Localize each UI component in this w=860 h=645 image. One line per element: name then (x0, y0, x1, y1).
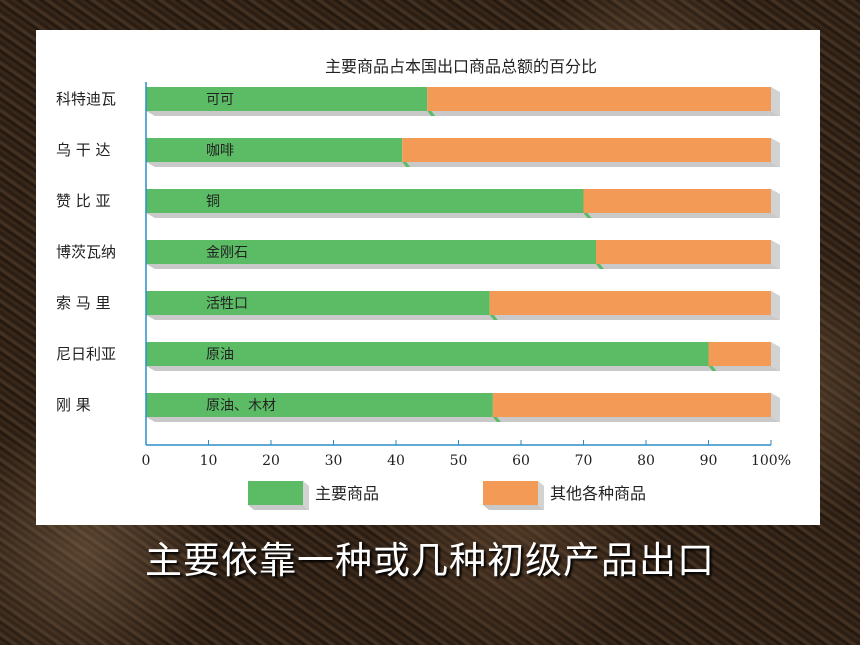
bar-other-segment (489, 291, 771, 315)
legend-swatch-shadow (538, 481, 544, 510)
category-label: 博茨瓦纳 (56, 243, 116, 261)
bar-shadow-side (771, 87, 780, 116)
bar-main-segment (146, 138, 403, 162)
bar-shadow-bottom (146, 417, 780, 422)
bar-main-segment (146, 240, 596, 264)
x-tick-label: 100% (751, 453, 791, 469)
x-tick-label: 30 (325, 453, 343, 469)
bar-other-segment (708, 342, 771, 366)
bar-main-segment (146, 87, 428, 111)
bar-other-segment (427, 87, 771, 111)
x-tick-label: 70 (575, 453, 593, 469)
bar-shadow-bottom (146, 264, 780, 269)
chart-title: 主要商品占本国出口商品总额的百分比 (325, 57, 597, 76)
category-label: 乌 干 达 (56, 141, 111, 159)
x-tick-label: 20 (262, 453, 280, 469)
bar-shadow-side (771, 291, 780, 320)
bar-label: 原油、木材 (206, 398, 276, 414)
bar-main-segment (146, 291, 490, 315)
legend-swatch-shadow (303, 481, 309, 510)
x-tick-label: 60 (512, 453, 530, 469)
legend-swatch (248, 481, 303, 505)
bar-other-segment (596, 240, 771, 264)
legend-label: 其他各种商品 (550, 484, 646, 503)
legend-swatch-shadow (483, 505, 544, 510)
bar-seam (596, 264, 604, 269)
legend-label: 主要商品 (315, 484, 379, 503)
bar-label: 咖啡 (206, 143, 234, 159)
bar-shadow-bottom (146, 162, 780, 167)
bar-other-segment (492, 393, 771, 417)
stacked-bar-chart: 主要商品占本国出口商品总额的百分比 科特迪瓦 可可乌 干 达 咖啡赞 比 亚 铜博茨瓦… (56, 57, 791, 510)
bar-shadow-bottom (146, 315, 780, 320)
chart-panel: 主要商品占本国出口商品总额的百分比 科特迪瓦 可可乌 干 达 咖啡赞 比 亚 铜博茨瓦… (36, 30, 820, 525)
bar-seam (492, 417, 501, 422)
x-tick-label: 50 (450, 453, 468, 469)
bar-seam (427, 111, 436, 116)
bar-shadow-side (771, 189, 780, 218)
bar-label: 金刚石 (206, 245, 248, 261)
x-tick-label: 40 (387, 453, 405, 469)
bar-shadow-side (771, 393, 780, 422)
bar-label: 铜 (206, 194, 220, 210)
bar-seam (489, 315, 498, 320)
slide-caption: 主要依靠一种或几种初级产品出口 (145, 539, 715, 582)
bar-shadow-side (771, 342, 780, 371)
bar-main-segment (146, 393, 493, 417)
category-label: 刚 果 (56, 396, 91, 414)
category-label: 赞 比 亚 (56, 192, 111, 210)
bar-seam (583, 213, 592, 218)
bar-other-segment (402, 138, 771, 162)
bar-seam (708, 366, 717, 371)
legend-swatch (483, 481, 538, 505)
x-tick-label: 10 (200, 453, 218, 469)
x-tick-label: 80 (637, 453, 655, 469)
bar-shadow-side (771, 138, 780, 167)
bar-other-segment (583, 189, 771, 213)
bar-seam (402, 162, 411, 167)
bar-label: 活牲口 (206, 296, 248, 312)
x-tick-label: 90 (700, 453, 718, 469)
bar-shadow-bottom (146, 213, 780, 218)
bar-shadow-bottom (146, 366, 780, 371)
bar-shadow-bottom (146, 111, 780, 116)
category-label: 索 马 里 (56, 294, 111, 312)
bar-label: 原油 (206, 347, 234, 363)
x-tick-label: 0 (142, 453, 151, 469)
category-label: 科特迪瓦 (56, 90, 116, 108)
category-label: 尼日利亚 (56, 345, 116, 363)
bar-main-segment (146, 189, 584, 213)
bar-shadow-side (771, 240, 780, 269)
bar-label: 可可 (206, 92, 234, 108)
bar-main-segment (146, 342, 709, 366)
legend-swatch-shadow (248, 505, 309, 510)
